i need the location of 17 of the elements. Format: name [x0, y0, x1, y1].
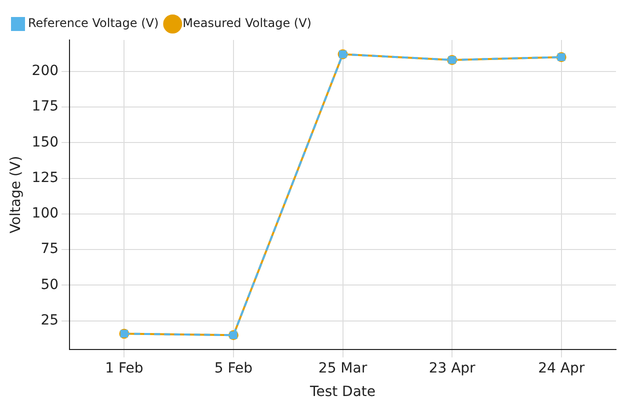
legend-label: Reference Voltage (V) [28, 16, 159, 30]
x-tick-label: 5 Feb [214, 360, 253, 376]
y-tick-label: 75 [40, 241, 59, 258]
y-tick-label: 200 [32, 63, 59, 80]
y-tick-label: 150 [32, 134, 59, 150]
x-tick-label: 23 Apr [428, 360, 476, 376]
y-tick-label: 100 [32, 206, 59, 222]
x-tick-label: 1 Feb [105, 360, 144, 376]
y-tick-label: 25 [40, 312, 59, 329]
y-tick-label: 50 [40, 276, 59, 293]
y-tick-label: 175 [32, 98, 59, 115]
y-axis-title: Voltage (V) [8, 156, 24, 234]
y-tick-label: 125 [32, 170, 59, 186]
x-axis-title: Test Date [309, 384, 376, 400]
legend-label: Measured Voltage (V) [182, 16, 312, 30]
x-tick-label: 24 Apr [538, 360, 585, 376]
x-tick-label: 25 Mar [318, 360, 368, 376]
